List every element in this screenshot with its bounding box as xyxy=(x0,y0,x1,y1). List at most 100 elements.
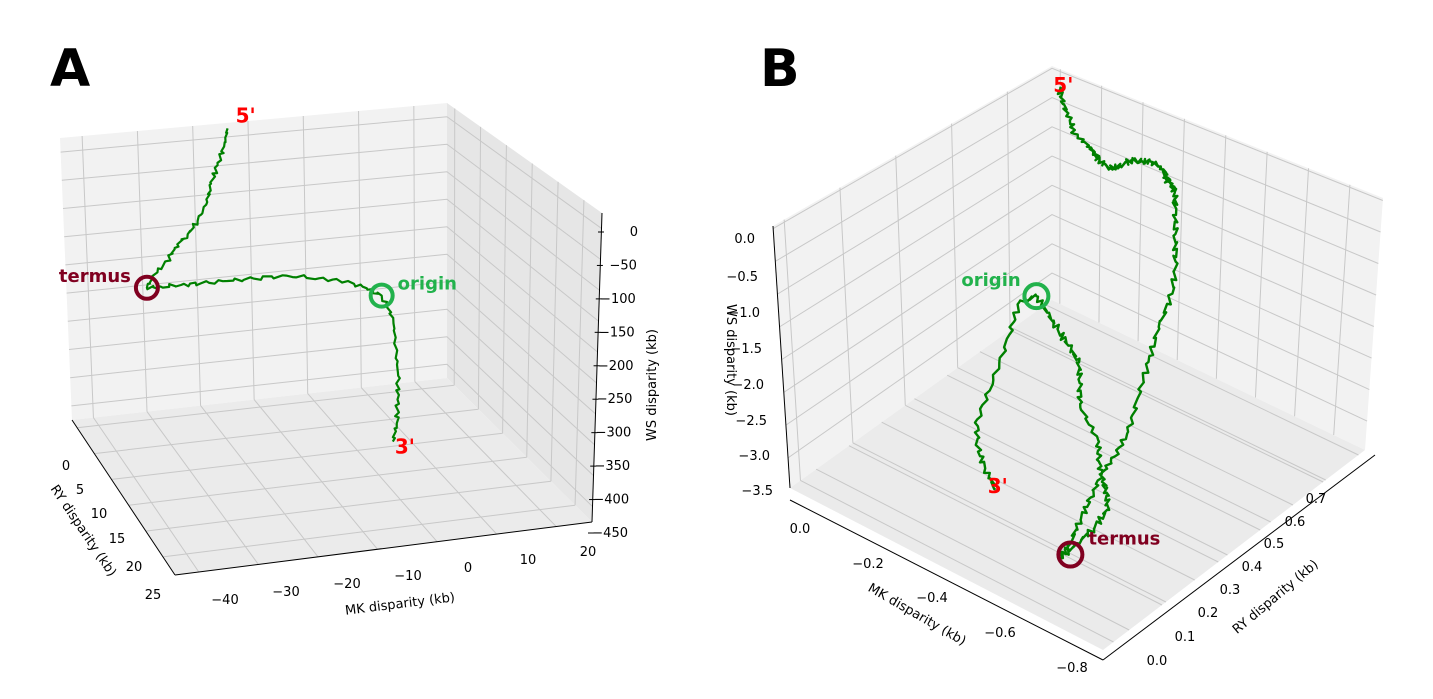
grid-line xyxy=(772,67,1384,230)
grid-line xyxy=(93,417,200,573)
z-tick-label: −1.5 xyxy=(730,342,762,357)
termus-marker xyxy=(133,274,160,301)
grid-line xyxy=(781,184,1375,361)
annotation-label: termus xyxy=(1088,529,1160,550)
trajectory-line xyxy=(145,128,401,443)
z-tick-label: −3.0 xyxy=(738,449,770,464)
y-tick-label: 5 xyxy=(76,483,84,498)
y-tick-label: 0.1 xyxy=(1175,630,1196,645)
chart-panel-a: −40−30−20−100102005101520250−50−100−150−… xyxy=(47,103,660,619)
grid-line xyxy=(574,200,585,506)
z-tick-label: −2.0 xyxy=(732,378,764,393)
grid-line xyxy=(477,126,482,410)
y-tick-label: 25 xyxy=(145,588,162,603)
y-tick-label: 0.2 xyxy=(1198,606,1219,621)
grid-line xyxy=(800,480,1114,643)
grid-line xyxy=(946,374,1261,531)
z-tick-label: −350 xyxy=(595,459,631,474)
z-tick-label: 0 xyxy=(630,225,638,240)
grid-line xyxy=(68,308,595,446)
annotation-label: origin xyxy=(398,274,457,295)
grid-line xyxy=(66,253,597,384)
x-tick-label: −10 xyxy=(394,569,421,584)
z-tick-label: −250 xyxy=(597,392,633,407)
grid-line xyxy=(787,272,1368,459)
z-tick-label: −150 xyxy=(599,325,635,340)
grid-line xyxy=(61,143,601,260)
grid-line xyxy=(453,108,456,386)
z-tick-label: −100 xyxy=(600,292,636,307)
z-tick-label: −0.5 xyxy=(726,270,758,285)
grid-line xyxy=(815,468,1130,631)
grid-line xyxy=(62,171,600,291)
grid-line xyxy=(957,367,1271,523)
y-tick-label: 0.6 xyxy=(1285,515,1306,530)
annotation-label: 5' xyxy=(236,103,256,127)
y-tick-label: 10 xyxy=(91,507,108,522)
z-tick-label: −300 xyxy=(596,426,632,441)
grid-line xyxy=(67,281,596,415)
grid-line xyxy=(1254,151,1268,398)
grid-line xyxy=(81,135,94,418)
y-tick-label: 15 xyxy=(109,532,126,547)
panel-label-b: B xyxy=(760,39,800,99)
grid-line xyxy=(145,480,551,532)
grid-line xyxy=(1333,184,1351,436)
grid-line xyxy=(905,404,1219,563)
grid-line xyxy=(848,445,1163,606)
y-axis-line xyxy=(71,419,176,576)
x-tick-label: −0.8 xyxy=(1056,661,1088,676)
grid-line xyxy=(783,214,1372,393)
grid-line xyxy=(192,125,202,406)
termus-marker xyxy=(1056,540,1085,569)
grid-line xyxy=(302,115,309,394)
back-pane xyxy=(60,103,447,420)
annotation-label: 3' xyxy=(395,435,415,459)
grid-line xyxy=(136,130,148,412)
grid-line xyxy=(979,351,1294,506)
grid-line xyxy=(414,381,557,527)
annotation-label: origin xyxy=(961,270,1020,291)
grid-line xyxy=(146,411,259,565)
side-pane xyxy=(447,103,602,522)
grid-line xyxy=(358,110,362,388)
x-tick-label: −20 xyxy=(333,577,360,592)
grid-line xyxy=(307,393,438,543)
x-tick-label: −40 xyxy=(211,593,238,608)
grid-line xyxy=(128,456,527,506)
z-tick-label: −400 xyxy=(593,493,629,508)
grid-line xyxy=(413,105,416,382)
grid-line xyxy=(777,126,1379,295)
grid-line xyxy=(60,116,602,229)
grid-line xyxy=(71,363,593,507)
x-tick-label: 20 xyxy=(580,545,597,560)
grid-line xyxy=(77,384,455,429)
x-axis-line xyxy=(789,499,1104,661)
y-tick-label: 20 xyxy=(126,560,143,575)
grid-line xyxy=(1006,91,1011,331)
trajectory-line xyxy=(973,86,1179,560)
grid-line xyxy=(951,123,959,368)
floor-pane xyxy=(72,378,592,575)
x-tick-label: −30 xyxy=(272,585,299,600)
z-axis-label: WS disparity (kb) xyxy=(645,329,660,441)
left-pane xyxy=(773,66,1052,488)
grid-line xyxy=(783,219,801,481)
grid-line xyxy=(1012,327,1326,481)
grid-line xyxy=(65,226,598,353)
grid-line xyxy=(779,155,1377,328)
x-axis-line xyxy=(174,521,593,576)
grid-line xyxy=(247,120,255,400)
grid-line xyxy=(502,145,507,434)
grid-line xyxy=(94,408,479,455)
z-axis-line xyxy=(772,225,791,489)
grid-line xyxy=(1137,102,1144,342)
origin-marker xyxy=(1022,282,1051,311)
grid-line xyxy=(1045,304,1359,456)
y-tick-label: 0.0 xyxy=(1147,654,1168,669)
grid-line xyxy=(70,336,594,477)
grid-line xyxy=(550,181,559,482)
origin-marker xyxy=(368,282,395,309)
grid-line xyxy=(64,198,599,322)
